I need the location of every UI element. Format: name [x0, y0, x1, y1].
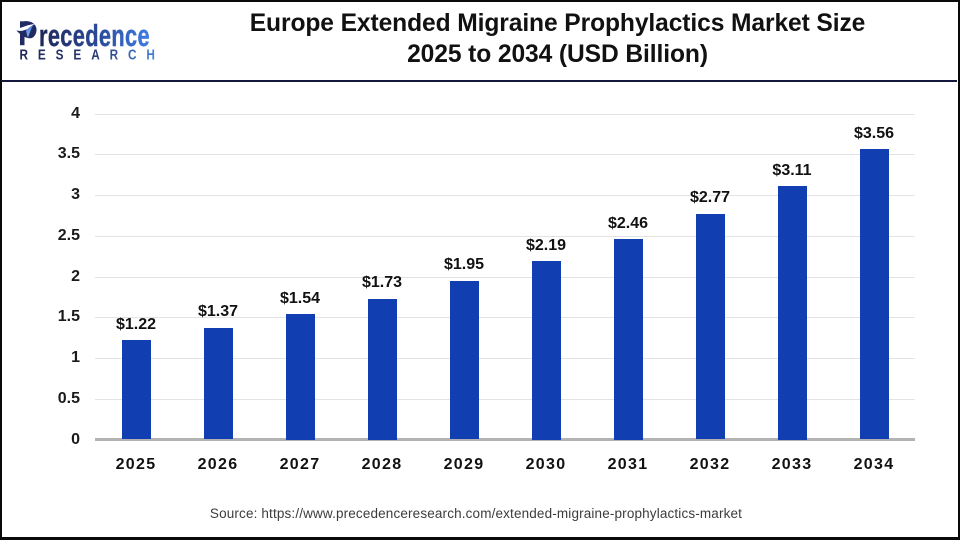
- svg-text:RESEARCH: RESEARCH: [20, 46, 165, 63]
- svg-text:recedence: recedence: [39, 18, 150, 53]
